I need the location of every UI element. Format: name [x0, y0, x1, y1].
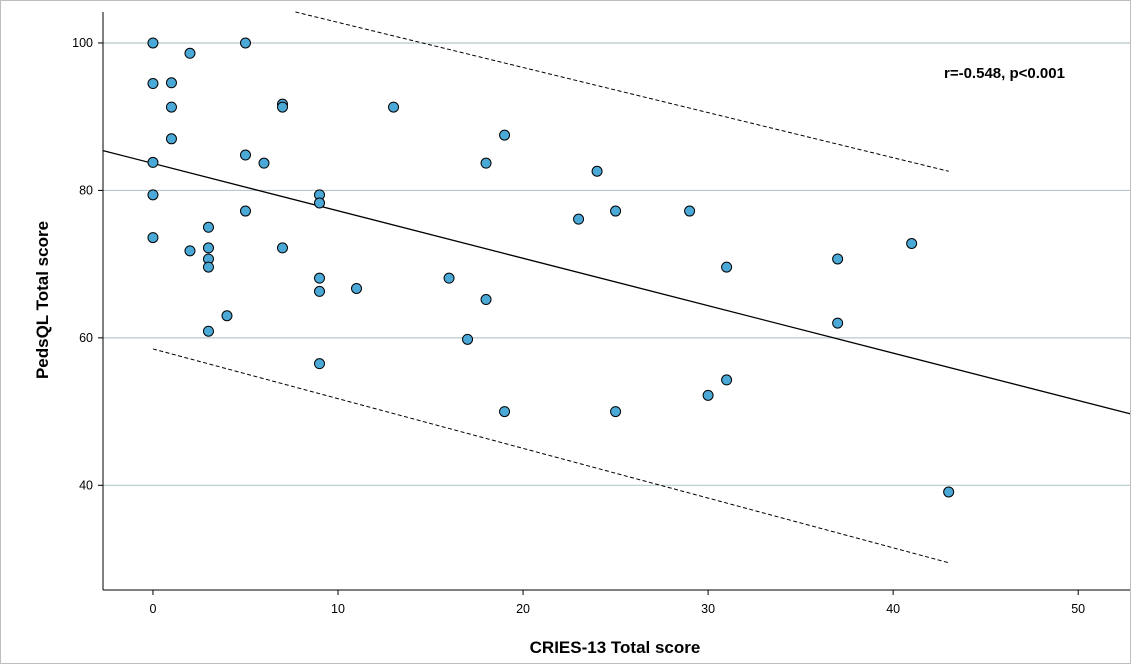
data-point [239, 37, 251, 49]
data-point [147, 156, 159, 168]
y-tick-label: 80 [79, 183, 93, 197]
data-point [239, 205, 251, 217]
data-point [147, 189, 159, 201]
data-point [832, 317, 844, 329]
x-tick-label: 10 [331, 602, 345, 616]
data-point [906, 237, 918, 249]
data-point [314, 285, 326, 297]
data-point [202, 325, 214, 337]
y-axis-title: PedsQL Total score [33, 221, 52, 379]
data-point [165, 101, 177, 113]
upper-bound-line [295, 11, 949, 172]
data-point [573, 213, 585, 225]
data-point [702, 389, 714, 401]
data-point [480, 294, 492, 306]
data-point [165, 133, 177, 145]
data-point [184, 245, 196, 257]
data-point [165, 77, 177, 89]
data-point [480, 157, 492, 169]
data-point [221, 310, 233, 322]
data-point [610, 205, 622, 217]
data-point [943, 486, 955, 498]
data-point [276, 101, 288, 113]
regression-lines [102, 11, 1131, 564]
data-point [314, 358, 326, 370]
data-point [314, 272, 326, 284]
data-point [499, 406, 511, 418]
x-tick-label: 20 [516, 602, 530, 616]
data-points [147, 37, 955, 498]
data-point [239, 149, 251, 161]
x-axis-title: CRIES-13 Total score [530, 638, 701, 657]
data-point [462, 333, 474, 345]
data-point [202, 261, 214, 273]
data-point [499, 129, 511, 141]
data-point [314, 197, 326, 209]
data-point [443, 272, 455, 284]
data-point [147, 37, 159, 49]
data-point [258, 157, 270, 169]
axes: 40 60 80 100 0 10 20 30 40 50 [72, 12, 1130, 616]
x-tick-label: 0 [149, 602, 156, 616]
data-point [351, 282, 363, 294]
data-point [721, 261, 733, 273]
x-tick-label: 40 [886, 602, 900, 616]
data-point [832, 253, 844, 265]
correlation-annotation: r=-0.548, p<0.001 [944, 65, 1065, 82]
data-point [147, 232, 159, 244]
data-point [591, 165, 603, 177]
data-point [610, 406, 622, 418]
data-point [684, 205, 696, 217]
lower-bound-line [152, 348, 949, 564]
data-point [202, 242, 214, 254]
data-point [184, 47, 196, 59]
data-point [388, 101, 400, 113]
y-tick-label: 40 [79, 478, 93, 492]
y-tick-label: 100 [72, 36, 93, 50]
x-tick-label: 30 [701, 602, 715, 616]
y-tick-label: 60 [79, 331, 93, 345]
grid-lines [103, 42, 1130, 486]
data-point [721, 374, 733, 386]
data-point [276, 242, 288, 254]
x-tick-label: 50 [1071, 602, 1085, 616]
data-point [147, 78, 159, 90]
regression-line [102, 149, 1131, 415]
data-point [202, 221, 214, 233]
